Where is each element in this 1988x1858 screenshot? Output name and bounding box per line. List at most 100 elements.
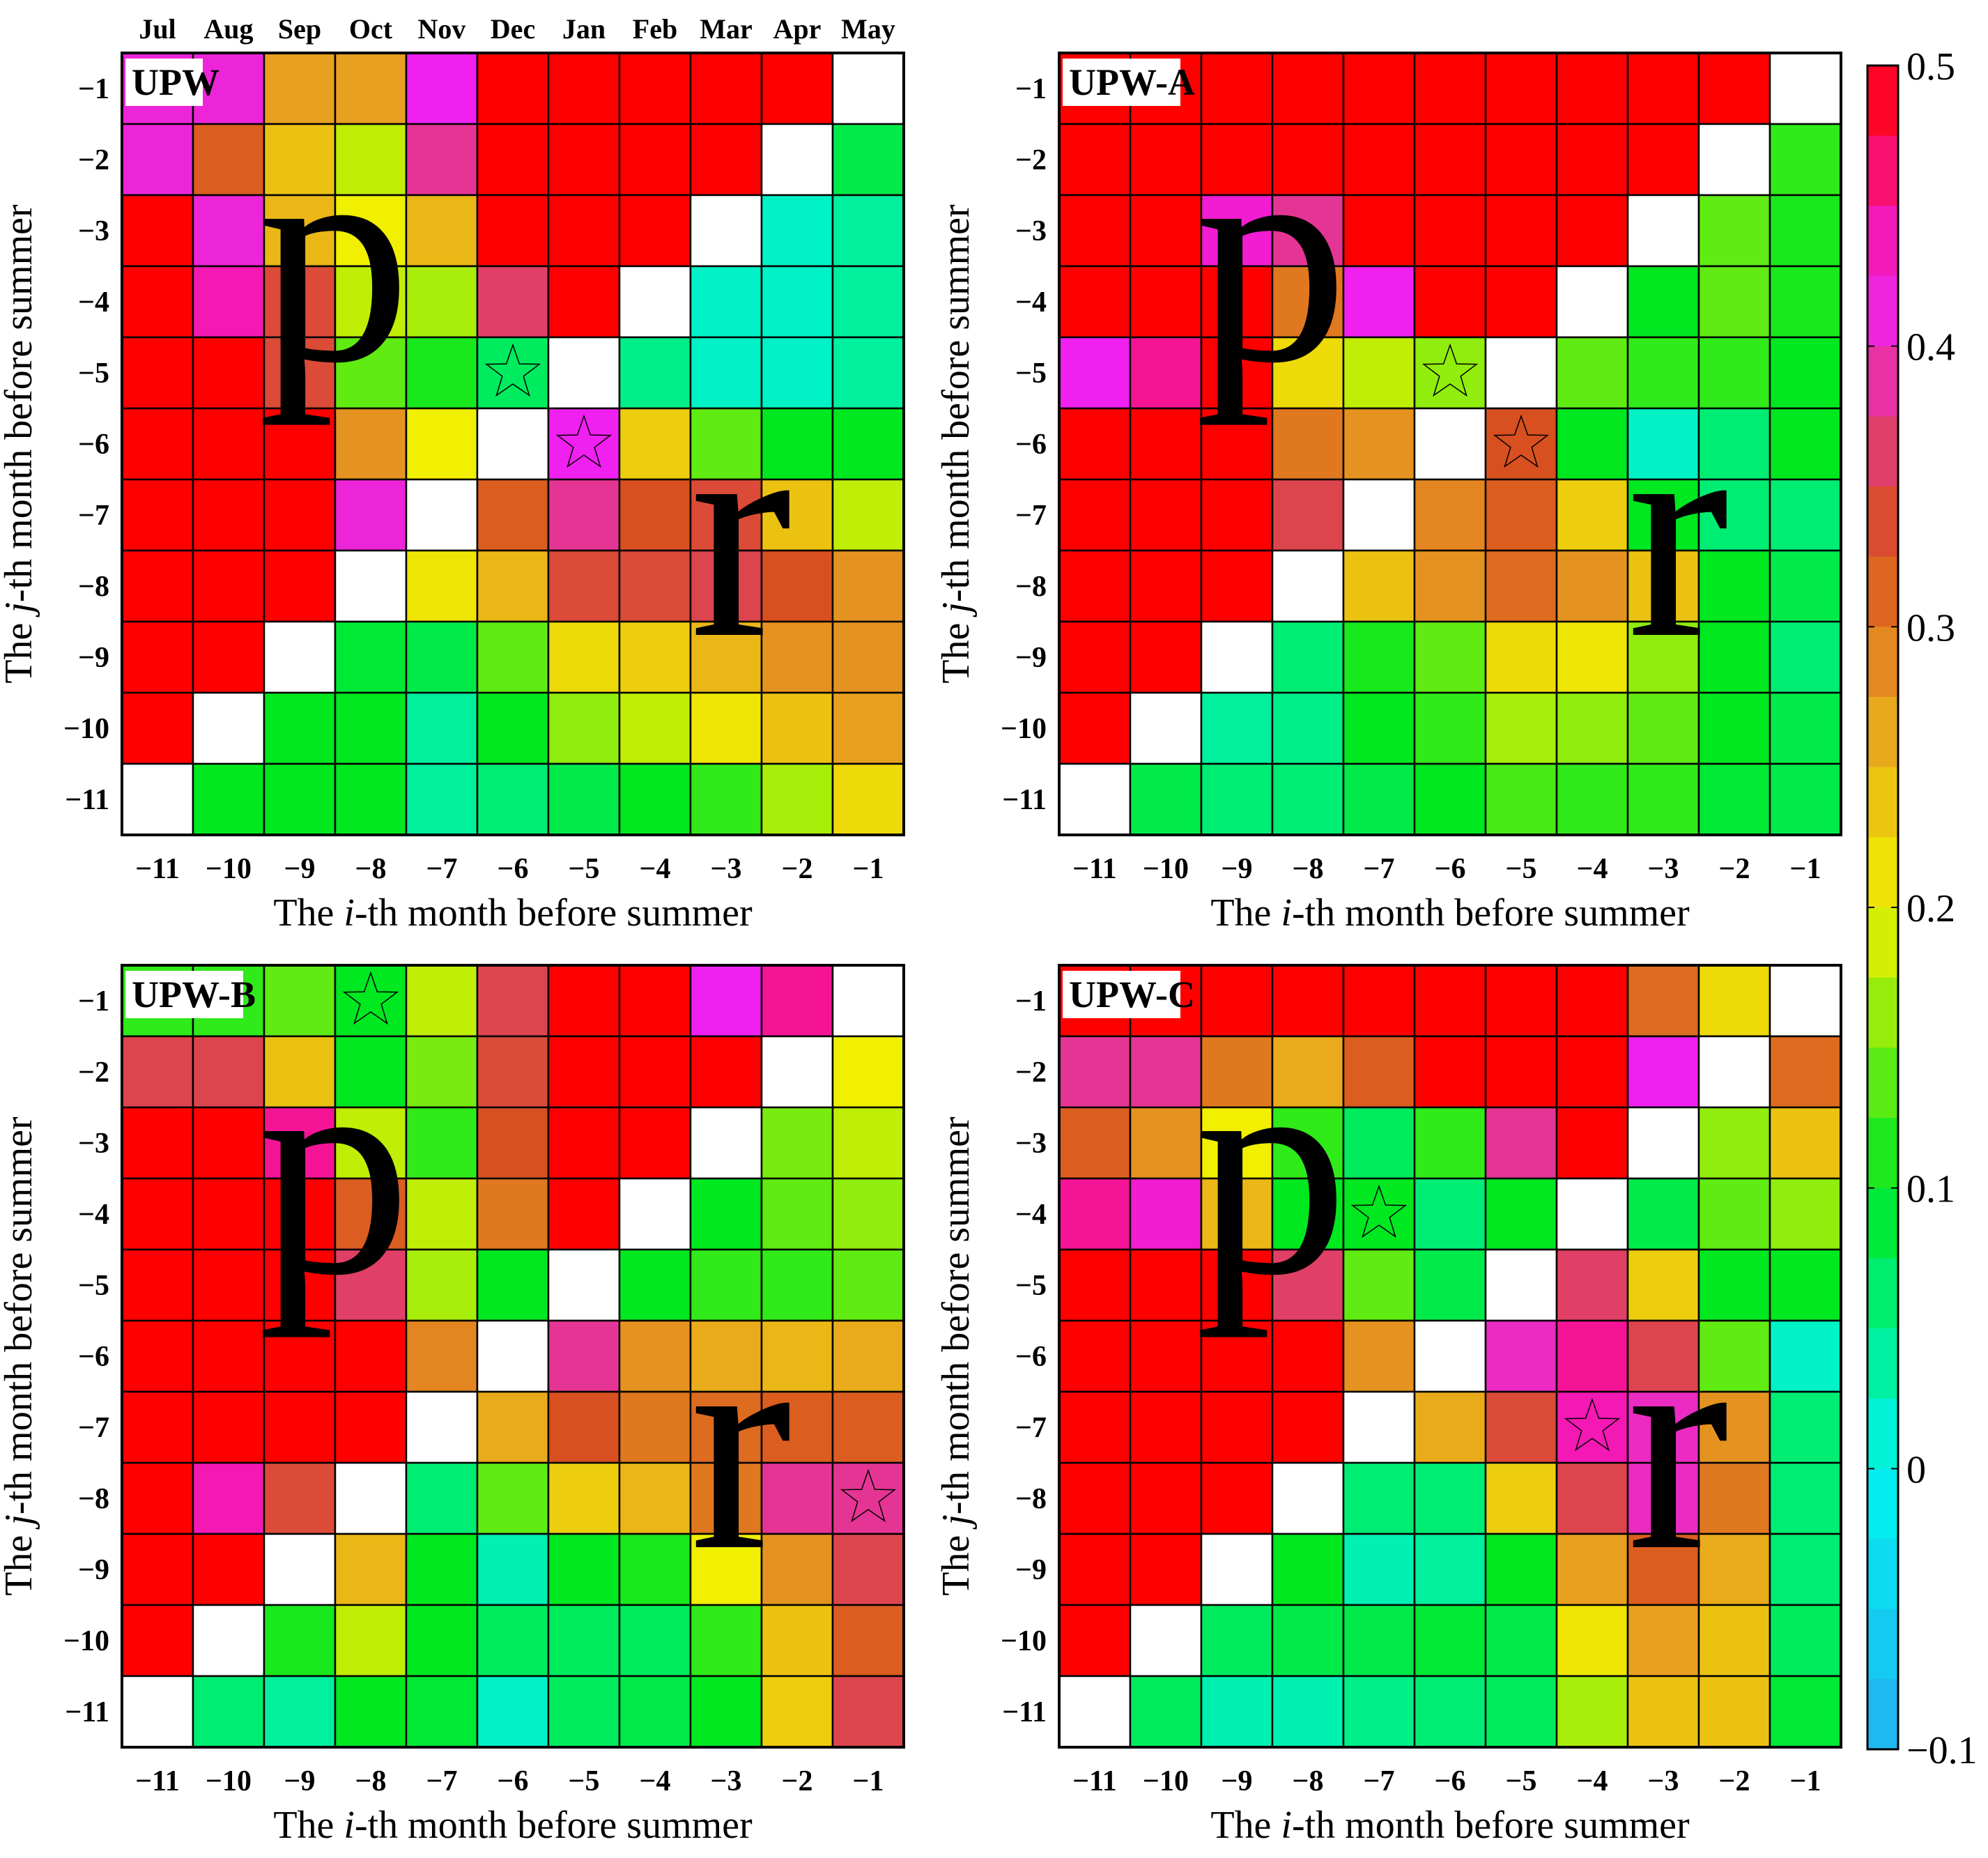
heatmap-cell (476, 52, 550, 125)
colorbar-segment (1867, 1539, 1898, 1610)
heatmap-cell (1129, 336, 1203, 410)
heatmap-cell (1697, 964, 1771, 1038)
y-tick-label: −9 (1015, 1554, 1047, 1586)
heatmap-cell (121, 1604, 194, 1677)
heatmap-cell (192, 336, 265, 410)
heatmap-cell (263, 691, 337, 765)
heatmap-cell (1342, 691, 1416, 765)
heatmap-cell (547, 1106, 621, 1180)
heatmap-cell (547, 549, 621, 623)
x-tick-label: −2 (782, 853, 813, 885)
colorbar-segment (1867, 1258, 1898, 1329)
heatmap-cell (405, 964, 479, 1038)
heatmap-cell (1200, 1604, 1274, 1677)
y-tick-label: −8 (78, 1483, 109, 1515)
heatmap-cell (1271, 407, 1345, 481)
y-tick-label: −10 (1001, 713, 1047, 745)
heatmap-cell (334, 123, 408, 197)
x-tick-label: −10 (1143, 853, 1189, 885)
colorbar-segment (1867, 135, 1898, 206)
heatmap-diagonal-cell (618, 1177, 692, 1251)
heatmap-cell (831, 265, 905, 339)
heatmap-cell (1200, 1461, 1274, 1535)
heatmap-cell (1555, 407, 1629, 481)
x-tick-label: −2 (1719, 853, 1750, 885)
month-label: Oct (349, 13, 393, 45)
heatmap-cell (334, 1390, 408, 1464)
heatmap-cell (1342, 964, 1416, 1038)
heatmap-cell (1271, 194, 1345, 268)
heatmap-cell (192, 620, 265, 694)
heatmap-cell (1058, 620, 1132, 694)
heatmap-cell (547, 1319, 621, 1393)
heatmap-diagonal-cell (1271, 1461, 1345, 1535)
heatmap-cell (1058, 549, 1132, 623)
x-tick-label: −1 (853, 1765, 884, 1797)
heatmap-cell (1697, 1604, 1771, 1677)
heatmap-cell (1769, 1461, 1842, 1535)
colorbar-segment (1867, 627, 1898, 698)
month-label: Jul (139, 13, 176, 45)
heatmap-cell (334, 1248, 408, 1322)
heatmap-cell (1129, 1035, 1203, 1109)
heatmap-cell (1058, 336, 1132, 410)
heatmap-cell (760, 194, 834, 268)
y-tick-label: −7 (78, 1412, 109, 1444)
heatmap-cell (1058, 1035, 1132, 1109)
heatmap-cell (1769, 1390, 1842, 1464)
heatmap-diagonal-cell (1769, 52, 1842, 125)
heatmap-cell (1484, 1533, 1558, 1606)
heatmap-cell (263, 1106, 337, 1180)
heatmap-cell (1769, 620, 1842, 694)
heatmap-diagonal-cell (1200, 620, 1274, 694)
heatmap-cell (1484, 1177, 1558, 1251)
heatmap-cell (1200, 762, 1274, 836)
heatmap-diagonal-cell (121, 762, 194, 836)
heatmap-diagonal-cell (192, 1604, 265, 1677)
x-tick-label: −9 (1222, 853, 1253, 885)
y-tick-label: −10 (1001, 1625, 1047, 1657)
heatmap-cell (547, 265, 621, 339)
month-labels-row: Jul Aug Sep Oct Nov Dec Jan Feb Mar Apr May (139, 13, 895, 45)
heatmap-diagonal-cell (760, 123, 834, 197)
heatmap-cell (618, 549, 692, 623)
month-label: Apr (773, 13, 822, 45)
heatmap-cell (263, 549, 337, 623)
heatmap-cell (689, 265, 763, 339)
significance-star (840, 1468, 897, 1523)
heatmap-cell (760, 964, 834, 1038)
heatmap-cell (1555, 123, 1629, 197)
heatmap-cell (547, 1035, 621, 1109)
heatmap-cell (1626, 691, 1700, 765)
region-label-r: r (1627, 362, 1729, 702)
heatmap-cell (1413, 691, 1487, 765)
heatmap-cell (1200, 691, 1274, 765)
x-tick-label: −6 (498, 853, 529, 885)
heatmap-diagonal-cell (1342, 478, 1416, 552)
colorbar-segment (1867, 1047, 1898, 1119)
heatmap-cell (121, 478, 194, 552)
heatmap-cell (760, 407, 834, 481)
colorbar-segment (1867, 416, 1898, 487)
x-tick-label: −5 (1506, 1765, 1537, 1797)
x-tick-label: −3 (711, 853, 742, 885)
heatmap-cell (831, 1533, 905, 1606)
heatmap-diagonal-cell (1769, 964, 1842, 1038)
y-tick-label: −9 (78, 642, 109, 674)
heatmap-cell (1342, 1604, 1416, 1677)
heatmap-cell (1342, 762, 1416, 836)
heatmap-cell (1200, 1390, 1274, 1464)
heatmap-cell (263, 1390, 337, 1464)
heatmap-cell (1484, 549, 1558, 623)
colorbar-tick-label: 0.3 (1906, 606, 1955, 650)
heatmap-cell (476, 549, 550, 623)
heatmap-cell (121, 620, 194, 694)
heatmap-diagonal-cell (1058, 762, 1132, 836)
heatmap-cell (405, 123, 479, 197)
month-label: Feb (633, 13, 677, 45)
plot-frame (121, 964, 905, 1749)
heatmap-cell (1342, 1461, 1416, 1535)
x-tick-label: −11 (135, 853, 180, 885)
heatmap-diagonal-cell (1129, 691, 1203, 765)
y-tick-label: −7 (78, 500, 109, 532)
